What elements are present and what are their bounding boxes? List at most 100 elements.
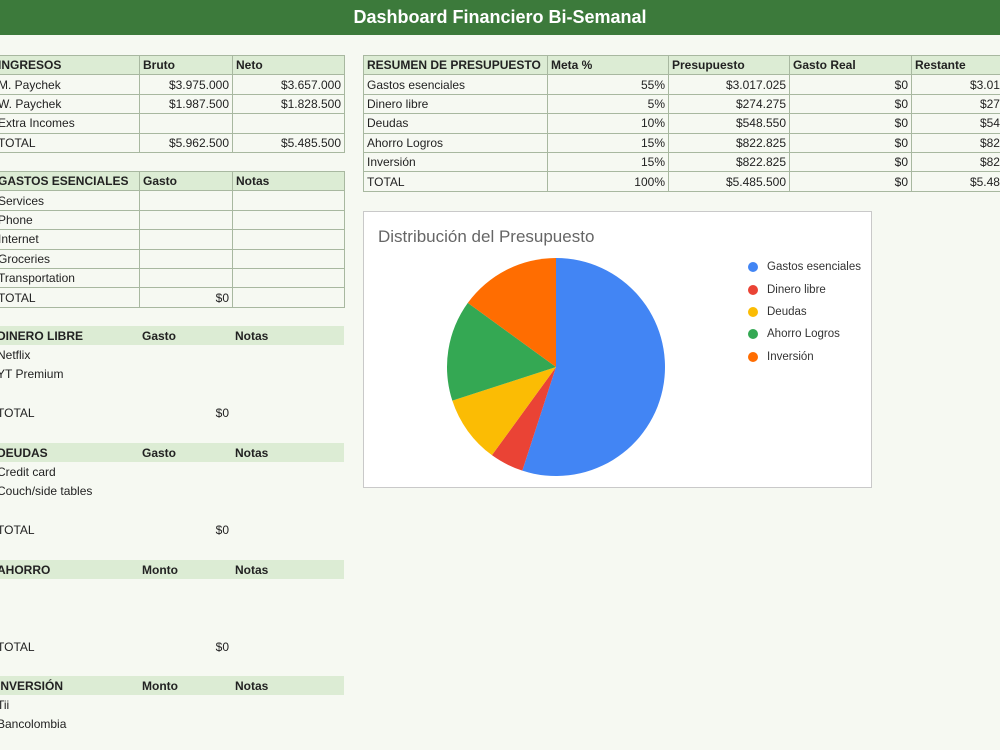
gastos-esenciales-cell[interactable]: [139, 209, 233, 231]
ahorro-cell[interactable]: [0, 579, 139, 598]
deudas-cell[interactable]: $0: [215, 523, 229, 538]
resumen-cell[interactable]: 15%: [547, 132, 669, 153]
ingresos-cell[interactable]: $5.485.500: [232, 132, 345, 153]
ingresos-cell[interactable]: TOTAL: [0, 132, 140, 153]
pie-slice-deudas[interactable]: [452, 367, 556, 456]
ahorro-cell[interactable]: $0: [215, 640, 229, 655]
inversion-cell[interactable]: [139, 715, 232, 734]
ahorro-cell[interactable]: [0, 599, 139, 618]
budget-pie-chart[interactable]: Distribución del Presupuesto Gastos esen…: [363, 211, 872, 488]
resumen-cell[interactable]: $822.825: [911, 151, 1000, 173]
resumen-header-gasto-real[interactable]: Gasto Real: [789, 54, 912, 76]
pie-slice-dinero-libre[interactable]: [491, 367, 556, 471]
resumen-cell[interactable]: $0: [789, 74, 912, 95]
legend-item[interactable]: Dinero libre: [748, 278, 861, 300]
deudas-cell[interactable]: [232, 482, 344, 501]
gastos-esenciales-cell[interactable]: Internet: [0, 229, 140, 250]
ingresos-cell[interactable]: W. Paychek: [0, 93, 140, 115]
legend-item[interactable]: Inversión: [748, 346, 861, 368]
inversion-cell[interactable]: Tii: [0, 698, 10, 713]
gastos-esenciales-cell[interactable]: $0: [139, 287, 233, 308]
resumen-cell[interactable]: $5.485.500: [668, 171, 790, 192]
deudas-cell[interactable]: Credit card: [0, 465, 56, 480]
inversion-cell[interactable]: [232, 715, 344, 734]
deudas-cell[interactable]: Couch/side tables: [0, 484, 93, 499]
gastos-esenciales-cell[interactable]: [232, 267, 345, 289]
gastos-esenciales-header-notas[interactable]: Notas: [232, 170, 345, 192]
inversion-cell[interactable]: Bancolombia: [0, 717, 67, 732]
ingresos-header-bruto[interactable]: Bruto: [139, 54, 233, 76]
legend-item[interactable]: Gastos esenciales: [748, 256, 861, 278]
dinero-libre-cell[interactable]: [139, 345, 232, 364]
dinero-libre-cell[interactable]: [232, 345, 344, 364]
dinero-libre-cell[interactable]: [139, 365, 232, 384]
ahorro-cell[interactable]: [232, 638, 344, 657]
resumen-cell[interactable]: $3.017.025: [911, 74, 1000, 95]
gastos-esenciales-cell[interactable]: [232, 209, 345, 231]
deudas-cell[interactable]: TOTAL: [0, 523, 35, 538]
gastos-esenciales-cell[interactable]: [232, 248, 345, 269]
inversion-cell[interactable]: [139, 695, 232, 714]
resumen-cell[interactable]: 100%: [547, 171, 669, 192]
deudas-cell[interactable]: [232, 521, 344, 540]
dinero-libre-cell[interactable]: YT Premium: [0, 367, 64, 382]
resumen-cell[interactable]: 10%: [547, 113, 669, 134]
ingresos-cell[interactable]: $3.657.000: [232, 74, 345, 95]
ahorro-cell[interactable]: [232, 618, 344, 637]
ahorro-cell[interactable]: [139, 618, 232, 637]
ingresos-cell[interactable]: Extra Incomes: [0, 113, 140, 134]
ahorro-header-label[interactable]: AHORRO: [0, 560, 139, 580]
deudas-cell[interactable]: [139, 501, 232, 520]
resumen-cell[interactable]: $548.550: [668, 113, 790, 134]
deudas-cell[interactable]: [139, 482, 232, 501]
legend-item[interactable]: Deudas: [748, 301, 861, 323]
gastos-esenciales-cell[interactable]: [139, 229, 233, 250]
pie-slice-gastos-esenciales[interactable]: [522, 258, 665, 476]
resumen-cell[interactable]: 5%: [547, 93, 669, 115]
pie-svg[interactable]: [442, 253, 670, 481]
resumen-cell[interactable]: $822.825: [668, 132, 790, 153]
gastos-esenciales-cell[interactable]: [232, 287, 345, 308]
resumen-cell[interactable]: $822.825: [668, 151, 790, 173]
ahorro-header-monto[interactable]: Monto: [139, 560, 232, 580]
ahorro-cell[interactable]: [139, 579, 232, 598]
ingresos-cell[interactable]: $3.975.000: [139, 74, 233, 95]
ahorro-header-notas[interactable]: Notas: [232, 560, 344, 580]
resumen-cell[interactable]: Inversión: [363, 151, 548, 173]
gastos-esenciales-cell[interactable]: Services: [0, 190, 140, 211]
resumen-cell[interactable]: $822.825: [911, 132, 1000, 153]
resumen-cell[interactable]: $5.485.500: [911, 171, 1000, 192]
dinero-libre-header-notas[interactable]: Notas: [232, 326, 344, 346]
dinero-libre-cell[interactable]: TOTAL: [0, 406, 35, 421]
resumen-header-presupuesto[interactable]: Presupuesto: [668, 54, 790, 76]
gastos-esenciales-header-gasto[interactable]: Gasto: [139, 170, 233, 192]
deudas-cell[interactable]: [0, 501, 139, 520]
inversion-cell[interactable]: [232, 695, 344, 714]
gastos-esenciales-cell[interactable]: [232, 190, 345, 211]
gastos-esenciales-cell[interactable]: Groceries: [0, 248, 140, 269]
resumen-cell[interactable]: $3.017.025: [668, 74, 790, 95]
resumen-cell[interactable]: $0: [789, 132, 912, 153]
deudas-cell[interactable]: [232, 462, 344, 481]
resumen-cell[interactable]: $274.275: [668, 93, 790, 115]
dinero-libre-cell[interactable]: $0: [215, 406, 229, 421]
resumen-cell[interactable]: $0: [789, 151, 912, 173]
ahorro-cell[interactable]: [232, 599, 344, 618]
ingresos-cell[interactable]: [232, 113, 345, 134]
gastos-esenciales-cell[interactable]: [232, 229, 345, 250]
deudas-header-label[interactable]: DEUDAS: [0, 443, 139, 463]
deudas-cell[interactable]: [232, 501, 344, 520]
ingresos-cell[interactable]: $1.987.500: [139, 93, 233, 115]
dinero-libre-cell[interactable]: [232, 384, 344, 403]
resumen-header-meta[interactable]: Meta %: [547, 54, 669, 76]
ahorro-cell[interactable]: TOTAL: [0, 640, 35, 655]
resumen-cell[interactable]: $274.275: [911, 93, 1000, 115]
resumen-cell[interactable]: Dinero libre: [363, 93, 548, 115]
dinero-libre-cell[interactable]: Netflix: [0, 348, 31, 363]
gastos-esenciales-cell[interactable]: [139, 248, 233, 269]
dinero-libre-header-label[interactable]: DINERO LIBRE: [0, 326, 139, 346]
deudas-cell[interactable]: [139, 462, 232, 481]
resumen-cell[interactable]: Gastos esenciales: [363, 74, 548, 95]
resumen-cell[interactable]: Ahorro Logros: [363, 132, 548, 153]
ahorro-cell[interactable]: [139, 599, 232, 618]
